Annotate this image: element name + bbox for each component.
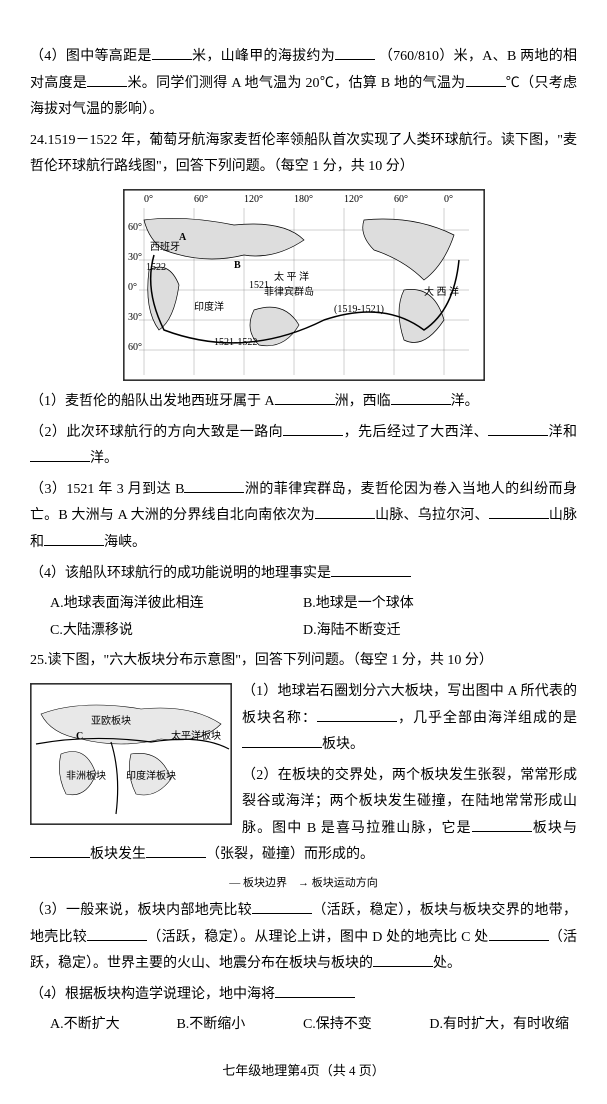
svg-text:180°: 180° (294, 194, 313, 205)
svg-text:太平洋板块: 太平洋板块 (171, 729, 221, 742)
svg-text:0°: 0° (444, 194, 453, 205)
svg-text:太 平 洋: 太 平 洋 (274, 270, 309, 283)
blank[interactable] (373, 952, 433, 967)
q25-intro: 25.读下图，"六大板块分布示意图"，回答下列问题。（每空 1 分，共 10 分… (30, 648, 577, 675)
svg-text:120°: 120° (244, 194, 263, 205)
t: （4）根据板块构造学说理论，地中海将 (30, 987, 275, 1002)
option-d[interactable]: D.有时扩大，有时收缩 (429, 1012, 577, 1039)
option-a[interactable]: A.不断扩大 (50, 1012, 176, 1039)
svg-text:大 西 洋: 大 西 洋 (424, 285, 459, 298)
blank[interactable] (315, 504, 375, 519)
t: 洲，西临 (335, 394, 391, 409)
blank[interactable] (275, 390, 335, 405)
blank[interactable] (87, 926, 147, 941)
svg-text:120°: 120° (344, 194, 363, 205)
blank[interactable] (44, 531, 104, 546)
q4-prefix: （4）图中等高距是 (30, 49, 152, 64)
svg-text:西班牙: 西班牙 (150, 241, 180, 253)
q24-intro: 24.1519－1522 年，葡萄牙航海家麦哲伦率领船队首次实现了人类环球航行。… (30, 128, 577, 181)
option-d[interactable]: D.海陆不断变迁 (303, 618, 556, 645)
blank[interactable] (317, 707, 397, 722)
t: （1）麦哲伦的船队出发地西班牙属于 A (30, 394, 275, 409)
blank[interactable] (30, 447, 90, 462)
option-b[interactable]: B.地球是一个球体 (303, 591, 556, 618)
q24-3: （3）1521 年 3 月到达 B洲的菲律宾群岛，麦哲伦因为卷入当地人的纠纷而身… (30, 477, 577, 557)
svg-text:亚欧板块: 亚欧板块 (91, 714, 131, 727)
blank[interactable] (252, 899, 312, 914)
blank[interactable] (472, 817, 532, 832)
t: 处。 (433, 956, 461, 971)
svg-text:60°: 60° (128, 342, 142, 353)
svg-text:非洲板块: 非洲板块 (66, 769, 106, 782)
option-c[interactable]: C.保持不变 (303, 1012, 429, 1039)
blank[interactable] (242, 733, 322, 748)
t: （张裂，碰撞）而形成的。 (206, 847, 374, 862)
t: ，几乎全部由海洋组成的是 (397, 711, 577, 726)
blank[interactable] (152, 45, 192, 60)
q4-text: （4）图中等高距是米，山峰甲的海拔约为 （760/810）米，A、B 两地的相对… (30, 44, 577, 124)
blank[interactable] (391, 390, 451, 405)
blank[interactable] (466, 72, 506, 87)
q25-3: （3）一般来说，板块内部地壳比较（活跃，稳定），板块与板块交界的地带，地壳比较（… (30, 898, 577, 978)
t: 山脉、乌拉尔河、 (375, 508, 489, 523)
q24-1: （1）麦哲伦的船队出发地西班牙属于 A 洲，西临 洋。 (30, 389, 577, 416)
svg-text:菲律宾群岛: 菲律宾群岛 (264, 285, 314, 298)
blank[interactable] (488, 421, 548, 436)
svg-text:1521-1522: 1521-1522 (214, 337, 257, 348)
t: 洋。 (451, 394, 479, 409)
t: （活跃，稳定）。从理论上讲，图中 D 处的地壳比 C 处 (147, 930, 488, 945)
svg-text:60°: 60° (394, 194, 408, 205)
t: 板块。 (322, 737, 364, 752)
t: 洋。 (90, 451, 118, 466)
blank[interactable] (489, 926, 549, 941)
option-b[interactable]: B.不断缩小 (176, 1012, 302, 1039)
t: ，先后经过了大西洋、 (343, 425, 488, 440)
q25-options: A.不断扩大 B.不断缩小 C.保持不变 D.有时扩大，有时收缩 (50, 1012, 577, 1039)
q24-options: A.地球表面海洋彼此相连 B.地球是一个球体 C.大陆漂移说 D.海陆不断变迁 (50, 591, 577, 644)
svg-text:1521: 1521 (249, 280, 269, 291)
t: 海峡。 (104, 535, 146, 550)
plate-map: 亚欧板块 太平洋板块 印度洋板块 非洲板块 C (30, 683, 232, 825)
blank[interactable] (331, 562, 411, 577)
svg-text:30°: 30° (128, 312, 142, 323)
svg-text:A: A (179, 232, 187, 243)
blank[interactable] (283, 421, 343, 436)
t: 洋和 (548, 425, 577, 440)
svg-text:30°: 30° (128, 252, 142, 263)
t: （3）一般来说，板块内部地壳比较 (30, 903, 252, 918)
svg-text:印度洋板块: 印度洋板块 (126, 769, 176, 782)
option-c[interactable]: C.大陆漂移说 (50, 618, 303, 645)
svg-text:60°: 60° (128, 222, 142, 233)
svg-text:0°: 0° (128, 282, 137, 293)
blank[interactable] (30, 843, 90, 858)
plate-legend: — 板块边界 → 板块运动方向 (30, 873, 577, 894)
q25-4: （4）根据板块构造学说理论，地中海将 (30, 982, 577, 1009)
blank[interactable] (275, 983, 355, 998)
t: 板块发生 (90, 847, 146, 862)
blank[interactable] (184, 478, 244, 493)
t: 板块与 (532, 821, 577, 836)
page-footer: 七年级地理第4页（共 4 页） (30, 1059, 577, 1084)
svg-text:印度洋: 印度洋 (194, 300, 224, 313)
option-a[interactable]: A.地球表面海洋彼此相连 (50, 591, 303, 618)
t: （4）该船队环球航行的成功能说明的地理事实是 (30, 566, 331, 581)
q24-2: （2）此次环球航行的方向大致是一路向 ，先后经过了大西洋、 洋和洋。 (30, 420, 577, 473)
blank[interactable] (335, 45, 375, 60)
svg-text:60°: 60° (194, 194, 208, 205)
svg-text:0°: 0° (144, 194, 153, 205)
t: 米，山峰甲的海拔约为 (192, 49, 335, 64)
blank[interactable] (489, 504, 549, 519)
svg-text:(1519-1521): (1519-1521) (334, 304, 384, 315)
blank[interactable] (146, 843, 206, 858)
t: （2）此次环球航行的方向大致是一路向 (30, 425, 283, 440)
q24-4: （4）该船队环球航行的成功能说明的地理事实是 (30, 561, 577, 588)
t: （3）1521 年 3 月到达 B (30, 482, 184, 497)
blank[interactable] (87, 72, 127, 87)
svg-text:1522: 1522 (146, 262, 166, 273)
svg-text:C: C (76, 731, 83, 742)
t: 米。同学们测得 A 地气温为 20℃，估算 B 地的气温为 (127, 76, 465, 91)
magellan-map: 0° 60° 120° 180° 120° 60° 0° 60° 30° 0° … (123, 189, 485, 381)
svg-text:B: B (234, 260, 241, 271)
